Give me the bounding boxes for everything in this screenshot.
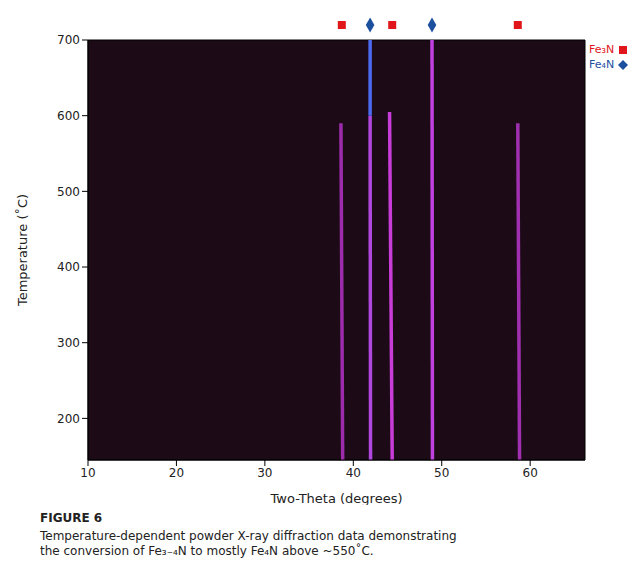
svg-text:30: 30 — [257, 466, 272, 480]
svg-text:20: 20 — [169, 466, 184, 480]
svg-text:200: 200 — [57, 412, 80, 426]
html-text:Fe₃N: Fe₃N — [589, 43, 615, 56]
html-text:Fe₄N: Fe₄N — [589, 58, 615, 71]
svg-text:10: 10 — [80, 466, 95, 480]
svg-text:300: 300 — [57, 336, 80, 350]
html-text:FIGURE 6: FIGURE 6 — [40, 511, 103, 525]
svg-text:400: 400 — [57, 260, 80, 274]
svg-text:Two-Theta (degrees): Two-Theta (degrees) — [270, 491, 403, 505]
svg-text:600: 600 — [57, 109, 80, 123]
svg-text:Temperature (˚C): Temperature (˚C) — [15, 194, 30, 307]
svg-text:40: 40 — [346, 466, 361, 480]
html-text:Temperature-dependent powder X: Temperature-dependent powder X-ray diffr… — [40, 529, 457, 558]
svg-text:50: 50 — [434, 466, 449, 480]
svg-text:60: 60 — [523, 466, 538, 480]
svg-text:700: 700 — [57, 33, 80, 47]
svg-text:500: 500 — [57, 185, 80, 199]
